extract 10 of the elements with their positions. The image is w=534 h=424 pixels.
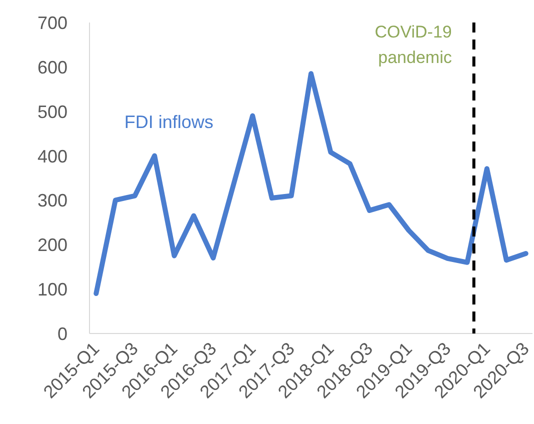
y-tick-label: 500 [37,102,68,122]
y-tick-label: 100 [37,280,68,300]
y-tick-label: 600 [37,57,68,78]
y-tick-label: 700 [37,13,68,33]
y-tick-label: 400 [37,146,68,166]
series-label: FDI inflows [124,112,214,132]
y-tick-label: 200 [37,235,68,256]
y-tick-label: 0 [57,324,68,344]
ref-line-label: COViD-19 pandemic [374,22,452,68]
y-tick-label: 300 [37,190,68,211]
